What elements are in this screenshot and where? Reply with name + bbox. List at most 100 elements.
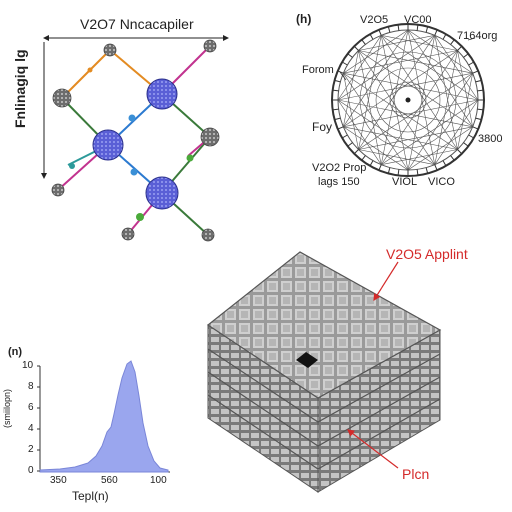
polar-chord (407, 73, 473, 171)
polar-ring (389, 81, 427, 119)
polar-tick (425, 167, 429, 174)
polar-tick (416, 24, 419, 31)
blue-cluster (146, 78, 178, 110)
spectrum-area (39, 360, 169, 473)
polar-chord (337, 99, 382, 165)
spectrum-y-tick: 0 (28, 465, 34, 476)
grey-atom (121, 227, 135, 241)
polar-chord (407, 29, 473, 74)
polar-chord (457, 50, 473, 127)
spectrum-y-tick: 2 (28, 444, 34, 455)
spectrum-y-tick: 8 (28, 381, 34, 392)
small-atom (136, 213, 144, 221)
polar-tick (387, 167, 391, 174)
polar-tick (475, 117, 482, 121)
lattice-top-label: V2O5 Applint (386, 246, 468, 262)
polar-left-label-1: Forom (302, 64, 334, 76)
vacancy-cell (296, 352, 318, 368)
polar-tick (341, 134, 348, 139)
polar-tick (425, 26, 429, 33)
polar-tick (332, 89, 339, 92)
polar-chord (434, 35, 479, 101)
spectrum-panel-tag: (n) (8, 346, 23, 358)
polar-chord (337, 35, 382, 101)
polar-bottom-left-label-1: V2O2 Prop (312, 162, 367, 174)
lattice-bottom-label: Plcn (402, 466, 430, 482)
polar-tick (334, 79, 341, 83)
polar-chord (358, 149, 435, 165)
network-title: V2O7 Nncacapiler (80, 16, 194, 32)
polar-tick (369, 160, 374, 167)
small-atom (87, 67, 93, 73)
grey-atom (203, 39, 217, 53)
polar-ticks (332, 24, 484, 176)
polar-chord (343, 50, 359, 127)
polar-tick (353, 149, 359, 155)
polar-tick (475, 79, 482, 83)
network-side-label: Fnlinagiq lg (12, 49, 28, 128)
polar-top-label-2: VC00 (404, 14, 432, 26)
polar-chord (343, 126, 409, 171)
spectrum-x-tick-3: 100 (150, 475, 167, 486)
polar-chord (434, 99, 479, 165)
spectrum-x-label: Tepl(n) (72, 489, 109, 503)
grey-atom (51, 183, 65, 197)
polar-chord (343, 29, 409, 74)
polar-tick (397, 24, 400, 31)
polar-center (405, 97, 411, 103)
polar-left-label-2: Foy (312, 120, 333, 134)
layer-lines (207, 348, 441, 470)
polar-tick (397, 169, 400, 176)
polar-tick (463, 142, 469, 147)
polar-tick (472, 70, 479, 74)
polar-tick (337, 126, 344, 130)
polar-tick (477, 89, 484, 92)
spectrum-y-tick: 6 (28, 402, 34, 413)
polar-tick (387, 26, 391, 33)
lattice-block (206, 251, 442, 493)
polar-tick (457, 45, 463, 51)
polar-grid-lines (337, 29, 479, 171)
bottom-label-arrow (347, 429, 399, 469)
spectrum-y-label: (smiilopn) (2, 388, 12, 428)
spectrum-y-tick: 4 (28, 423, 34, 434)
polar-chord (434, 35, 458, 150)
polar-ring (359, 51, 457, 149)
polar-bottom-mid-label-2: VICO (428, 176, 455, 188)
grey-atom (201, 228, 215, 242)
polar-panel-tag: (h) (296, 12, 312, 26)
polar-tick (468, 134, 475, 139)
small-atom (128, 114, 136, 122)
polar-top-label-1: V2O5 (360, 14, 389, 26)
polar-bottom-left-label-2: lags 150 (318, 176, 360, 188)
polar-chord (343, 73, 359, 150)
polar-tick (369, 33, 374, 40)
polar-tick (477, 108, 484, 111)
polar-tick (434, 164, 438, 171)
polar-diagram (331, 23, 485, 177)
polar-tick (468, 61, 475, 66)
polar-tick (347, 53, 353, 58)
polar-tick (457, 149, 463, 155)
top-label-arrow (373, 261, 399, 302)
polar-tick (450, 39, 455, 45)
polar-chord (358, 35, 435, 51)
polar-tick (332, 108, 339, 111)
blue-cluster (92, 129, 124, 161)
polar-chord (381, 35, 458, 51)
polar-leader-left (339, 71, 347, 81)
spectrum-x-tick-1: 350 (50, 475, 67, 486)
polar-tick (378, 29, 382, 36)
polar-tick (334, 117, 341, 121)
lattice-top-face (206, 251, 442, 399)
polar-tick (341, 61, 348, 66)
polar-tick (347, 142, 353, 147)
blue-cluster (145, 176, 179, 210)
polar-tick (450, 155, 455, 161)
polar-tick (353, 45, 359, 51)
polar-chord (407, 126, 473, 171)
polar-ring (375, 67, 441, 133)
network-diagram (41, 35, 229, 242)
polar-leader-right (467, 37, 476, 41)
